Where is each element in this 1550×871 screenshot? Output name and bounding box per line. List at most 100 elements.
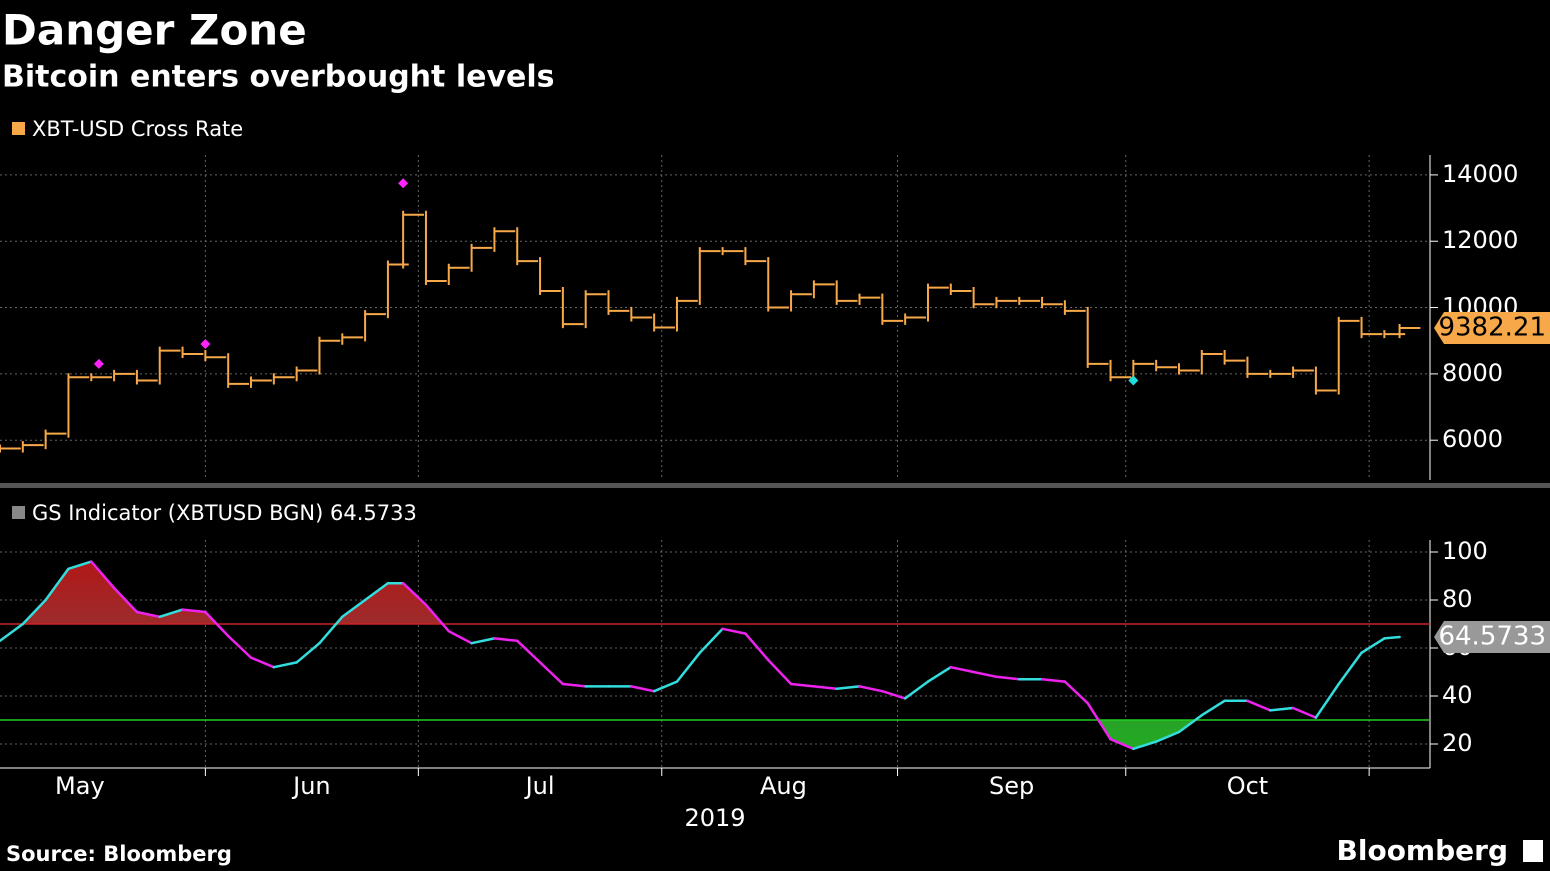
indicator-segment	[903, 680, 930, 700]
price-bar	[1223, 349, 1246, 365]
price-bar	[881, 293, 904, 325]
price-bar	[386, 260, 409, 319]
oversold-area	[0, 720, 1400, 749]
signal-marker	[200, 339, 211, 350]
price-bar	[1383, 330, 1406, 339]
price-bar	[1177, 363, 1200, 375]
price-bar	[1018, 296, 1041, 305]
indicator-segment	[204, 610, 230, 638]
last-value-box	[1434, 621, 1550, 654]
last-value-label: 9382.21	[1438, 313, 1546, 343]
legend-swatch	[12, 506, 25, 519]
price-bar	[698, 247, 721, 305]
subtitle: Bitcoin enters overbought levels	[2, 60, 555, 95]
x-tick-label: Aug	[760, 772, 807, 800]
indicator-segment	[90, 560, 116, 590]
price-bar	[447, 263, 470, 286]
title: Danger Zone	[2, 6, 307, 55]
indicator-segment	[1360, 637, 1386, 655]
x-tick-label: Jun	[291, 772, 331, 800]
signal-marker	[398, 178, 409, 189]
price-bar	[181, 346, 204, 358]
indicator-segment	[881, 689, 907, 700]
indicator-segment	[995, 675, 1021, 681]
indicator-segment	[1200, 699, 1226, 717]
price-bar	[21, 441, 44, 453]
price-bar	[470, 243, 493, 272]
x-axis-label: 2019	[684, 804, 745, 832]
signal-marker	[93, 358, 104, 369]
price-bar	[904, 313, 926, 325]
indicator-segment	[835, 685, 861, 691]
x-tick-label: Jul	[524, 772, 555, 800]
price-bar	[561, 286, 584, 329]
price-bar	[90, 373, 113, 382]
indicator-segment	[1291, 706, 1318, 719]
y-tick-label: 40	[1442, 681, 1473, 709]
price-bar	[158, 346, 181, 385]
price-bar	[1109, 359, 1132, 382]
y-tick-label: 12000	[1442, 226, 1518, 254]
price-bar	[858, 293, 881, 305]
indicator-segment	[1314, 682, 1340, 719]
indicator-segment	[1109, 737, 1135, 751]
price-bar	[1398, 324, 1421, 339]
price-bar	[539, 257, 561, 295]
indicator-segment	[470, 637, 496, 645]
indicator-segment	[1154, 730, 1181, 743]
price-bar	[721, 247, 744, 256]
indicator-segment	[515, 639, 542, 664]
indicator-segment	[744, 632, 770, 662]
overbought-area	[0, 561, 1400, 624]
indicator-segment	[363, 581, 390, 602]
legend-label: XBT-USD Cross Rate	[32, 117, 243, 141]
indicator-segment	[318, 615, 344, 645]
indicator-segment	[447, 629, 473, 645]
price-bar	[1269, 369, 1292, 378]
price-bar	[1155, 359, 1177, 372]
price-bar	[1200, 349, 1223, 375]
legend-swatch	[12, 122, 25, 135]
x-tick-label: Oct	[1227, 772, 1269, 800]
price-bar	[493, 227, 516, 252]
price-bar	[972, 286, 995, 309]
indicator-segment	[1177, 713, 1204, 734]
price-bar	[790, 290, 812, 312]
price-bar	[113, 369, 135, 382]
indicator-segment	[698, 627, 724, 655]
price-bar	[44, 429, 67, 450]
indicator-segment	[21, 598, 47, 626]
y-tick-label: 20	[1442, 729, 1473, 757]
indicator-segment	[158, 608, 184, 619]
price-bar	[675, 296, 698, 332]
indicator-segment	[789, 682, 816, 688]
indicator-segment	[341, 598, 367, 619]
price-bar	[1041, 296, 1063, 309]
indicator-segment	[135, 610, 161, 619]
price-bar	[227, 353, 250, 388]
indicator-segment	[721, 627, 747, 635]
divider	[0, 483, 1550, 488]
price-bar	[424, 210, 447, 286]
price-bar	[0, 444, 21, 453]
price-bar	[812, 280, 835, 299]
price-bar	[1314, 366, 1337, 395]
y-tick-label: 6000	[1442, 425, 1503, 453]
indicator-segment	[652, 680, 679, 693]
indicator-segment	[424, 603, 451, 633]
price-bar	[1132, 359, 1155, 382]
price-bar	[744, 247, 767, 266]
indicator-segment	[1337, 651, 1363, 686]
price-bar	[949, 283, 972, 295]
last-value-label: 64.5733	[1438, 622, 1546, 652]
price-bar	[135, 369, 158, 385]
indicator-segment	[181, 608, 207, 614]
price-bar	[1246, 356, 1269, 378]
brand-icon	[1523, 840, 1543, 862]
price-bar	[1337, 316, 1360, 395]
x-tick-label: May	[55, 772, 105, 800]
indicator-segment	[295, 641, 321, 664]
indicator-segment	[401, 581, 428, 607]
indicator-segment	[1040, 677, 1067, 683]
price-bar	[1086, 306, 1109, 368]
